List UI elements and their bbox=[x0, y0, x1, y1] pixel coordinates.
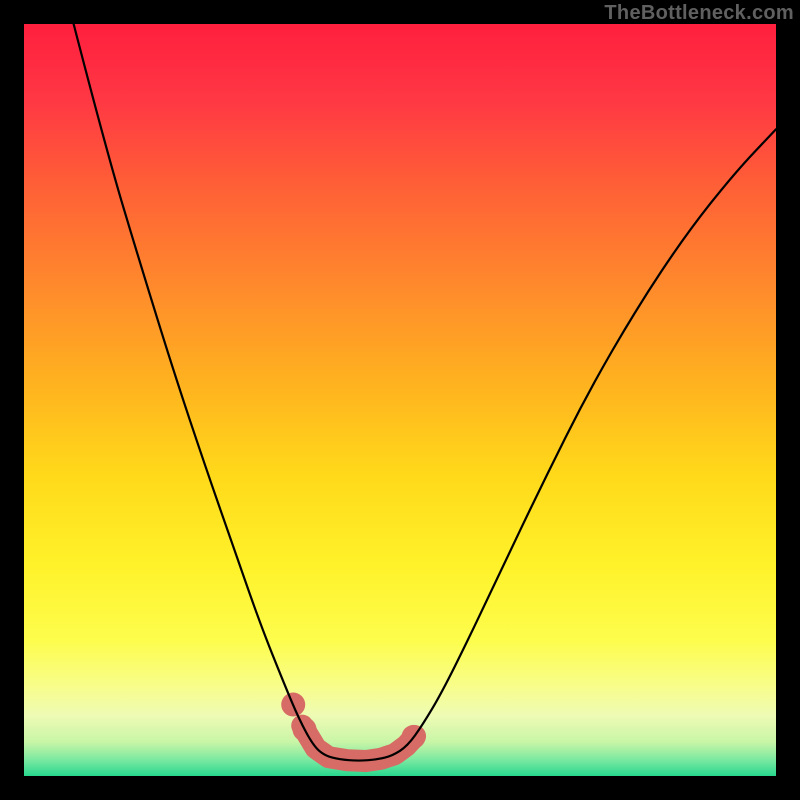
watermark-text: TheBottleneck.com bbox=[604, 2, 794, 25]
gradient-plot-area bbox=[24, 24, 776, 776]
bottleneck-chart bbox=[0, 0, 800, 800]
chart-container: TheBottleneck.com bbox=[0, 0, 800, 800]
